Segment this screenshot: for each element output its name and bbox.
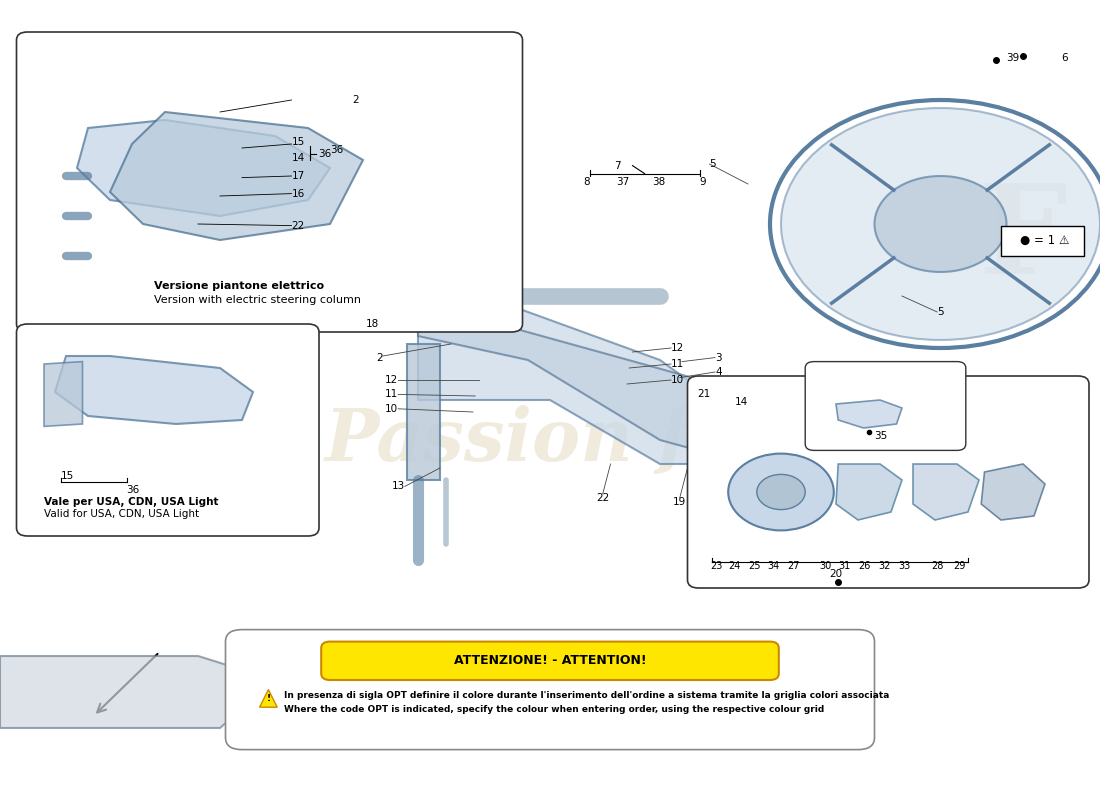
Text: 5: 5 [937,307,944,317]
Polygon shape [77,120,330,216]
Text: 30: 30 [818,562,832,571]
Bar [1001,226,1084,256]
Text: 36: 36 [330,146,343,155]
Text: 22: 22 [596,493,609,502]
Polygon shape [110,112,363,240]
Text: 33: 33 [898,562,911,571]
Text: Versione piantone elettrico: Versione piantone elettrico [154,281,324,290]
Polygon shape [418,304,770,464]
Text: 5: 5 [710,159,716,169]
Circle shape [874,176,1006,272]
Text: 28: 28 [931,562,944,571]
FancyBboxPatch shape [321,642,779,680]
Text: Vale per USA, CDN, USA Light: Vale per USA, CDN, USA Light [44,497,219,506]
Text: 21: 21 [697,389,711,398]
Text: 39: 39 [1006,53,1020,62]
Text: 13: 13 [392,482,405,491]
Polygon shape [407,344,440,480]
Text: 32: 32 [878,562,891,571]
Text: 7: 7 [614,161,620,170]
Text: Version with electric steering column: Version with electric steering column [154,295,361,305]
Text: 23: 23 [710,562,723,571]
Polygon shape [55,356,253,424]
Text: 2: 2 [376,353,383,362]
Text: 18: 18 [366,319,379,329]
Polygon shape [0,656,275,728]
Text: 3: 3 [715,353,722,362]
FancyBboxPatch shape [805,362,966,450]
Text: ATTENZIONE! - ATTENTION!: ATTENZIONE! - ATTENTION! [453,654,647,667]
Text: 2: 2 [352,95,359,105]
Text: 22: 22 [292,221,305,230]
Text: 36: 36 [318,149,331,158]
Text: 37: 37 [616,177,629,186]
Text: 14: 14 [292,154,305,163]
Circle shape [781,108,1100,340]
Polygon shape [418,296,748,464]
Text: 24: 24 [728,562,741,571]
Text: In presenza di sigla OPT definire il colore durante l'inserimento dell'ordine a : In presenza di sigla OPT definire il col… [284,691,889,701]
Polygon shape [981,464,1045,520]
Text: 9: 9 [700,177,706,186]
Text: 10: 10 [671,375,684,385]
Text: 15: 15 [60,471,74,481]
Text: 12: 12 [385,375,398,385]
Polygon shape [260,690,277,707]
Circle shape [757,474,805,510]
FancyBboxPatch shape [16,324,319,536]
Text: 27: 27 [786,562,800,571]
Polygon shape [836,400,902,428]
FancyBboxPatch shape [16,32,522,332]
Text: 11: 11 [385,390,398,399]
Text: 25: 25 [748,562,761,571]
Text: 17: 17 [292,171,305,181]
Polygon shape [913,464,979,520]
FancyBboxPatch shape [226,630,875,750]
FancyBboxPatch shape [688,376,1089,588]
Text: 20: 20 [829,570,843,579]
Text: 11: 11 [671,359,684,369]
Text: 26: 26 [858,562,871,571]
Text: F: F [979,179,1067,301]
Text: Passion for: Passion for [324,405,776,475]
Text: !: ! [266,694,271,703]
Text: 4: 4 [715,367,722,377]
Polygon shape [836,464,902,520]
Polygon shape [44,362,82,426]
Text: 36: 36 [126,485,140,494]
Text: 14: 14 [735,397,748,406]
Text: ● = 1 ⚠: ● = 1 ⚠ [1021,234,1069,247]
Text: 12: 12 [671,343,684,353]
Text: 6: 6 [1062,53,1068,62]
Text: 15: 15 [292,138,305,147]
Text: 34: 34 [767,562,780,571]
Text: 29: 29 [953,562,966,571]
Text: 10: 10 [385,404,398,414]
Text: Where the code OPT is indicated, specify the colour when entering order, using t: Where the code OPT is indicated, specify… [284,705,824,714]
Text: 8: 8 [583,177,590,186]
Circle shape [728,454,834,530]
Text: 31: 31 [838,562,851,571]
Text: Valid for USA, CDN, USA Light: Valid for USA, CDN, USA Light [44,510,199,519]
Text: 38: 38 [652,177,666,186]
Text: 35: 35 [874,431,888,441]
Text: 19: 19 [673,497,686,506]
Text: 16: 16 [292,189,305,198]
